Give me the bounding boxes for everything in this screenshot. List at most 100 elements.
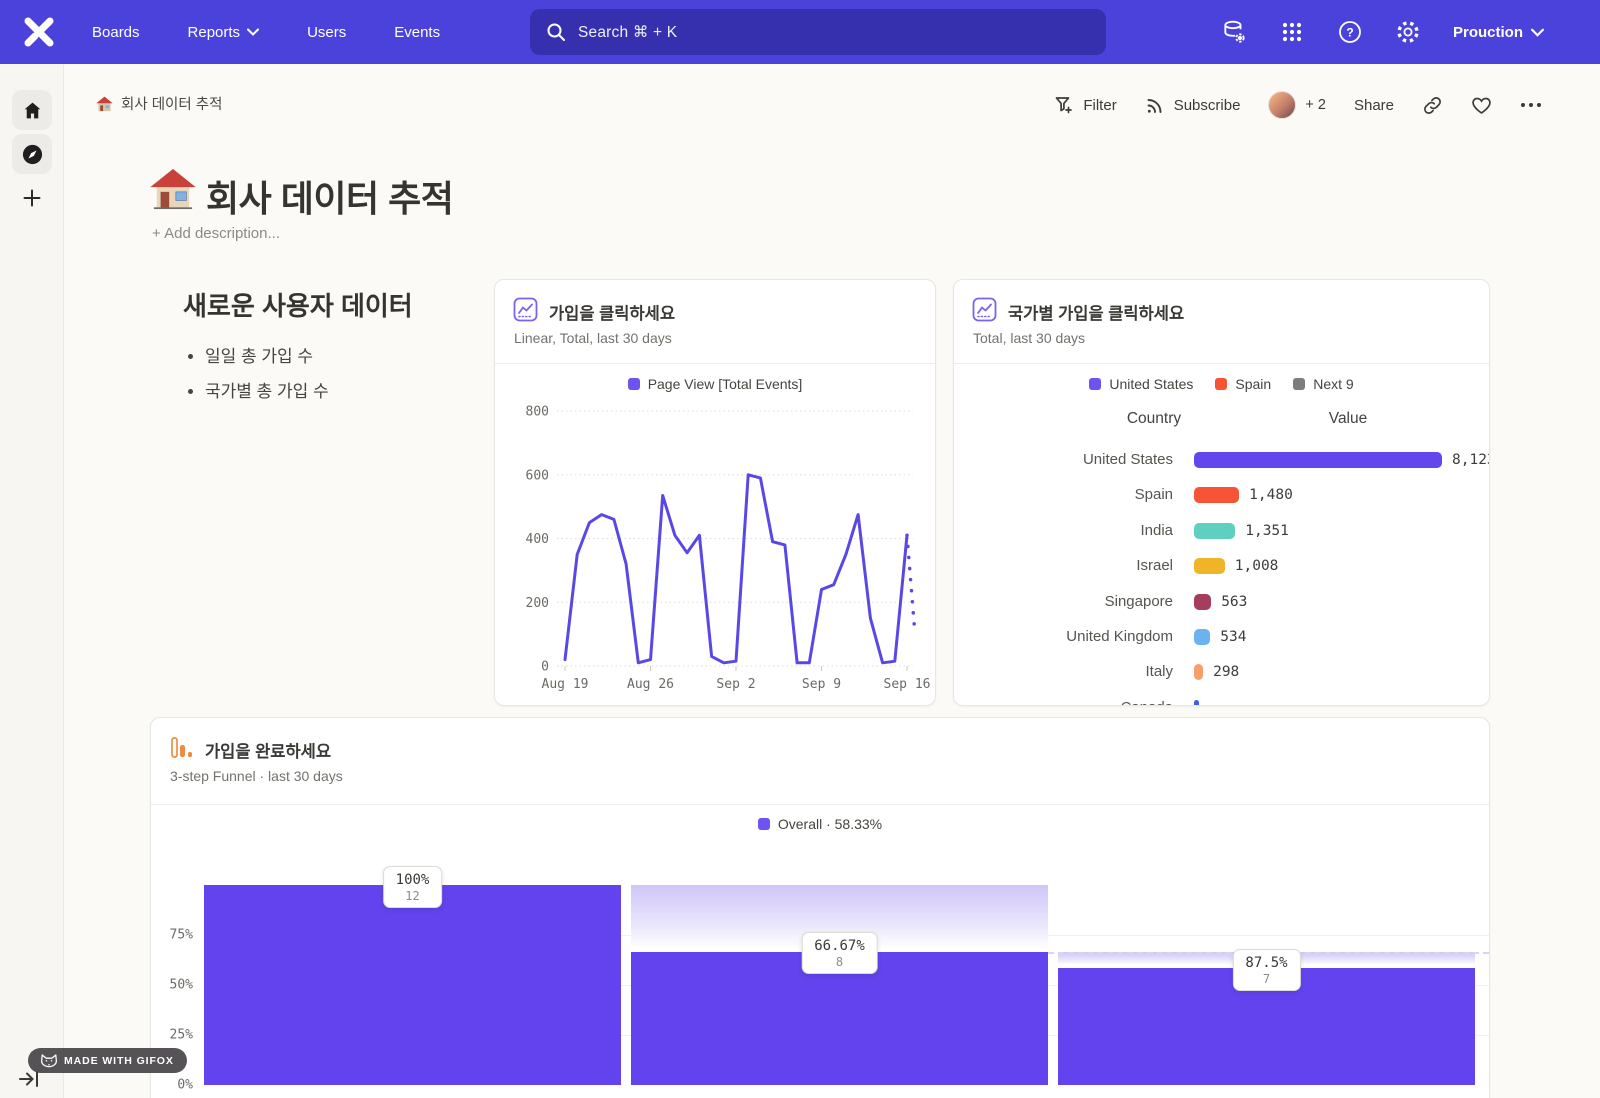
country-bar [1194,593,1212,610]
subscribe-button[interactable]: Subscribe [1145,95,1240,115]
search-placeholder: Search ⌘ + K [578,23,678,41]
breadcrumb[interactable]: 회사 데이터 추적 [96,93,222,114]
apps-grid-icon[interactable] [1279,19,1305,45]
settings-gear-icon[interactable] [1395,19,1421,45]
report-title[interactable]: 가입을 완료하세요 [205,743,332,761]
nav-item-users[interactable]: Users [307,23,347,41]
report-title[interactable]: 가입을 클릭하세요 [549,305,676,323]
legend-item[interactable]: Next 9 [1293,376,1354,392]
legend-label: Spain [1235,376,1272,392]
report-subtitle: 3-step Funnel · last 30 days [170,768,343,784]
funnel-ytick: 75% [169,927,193,943]
country-label: Canada [954,697,1173,705]
column-header-value: Value [1328,410,1368,427]
funnel-conversion-pct: 66.67% [814,938,865,954]
filter-funnel-icon [1056,97,1073,114]
country-label: United States [1082,451,1173,468]
svg-text:Sep 2: Sep 2 [716,677,755,692]
ellipsis-icon [1521,103,1541,107]
legend-label: Next 9 [1313,376,1354,392]
legend-item[interactable]: Page View [Total Events] [627,376,803,392]
country-bar [1194,558,1225,575]
table-row: United States 8,123 [954,449,1489,471]
country-value: 1,008 [1234,558,1279,575]
country-bar [1194,522,1236,539]
plus-icon [23,189,41,207]
heart-icon [1472,97,1491,114]
avatar[interactable] [1268,91,1297,119]
nav-item-boards[interactable]: Boards [92,23,140,41]
report-subtitle: Total, last 30 days [973,330,1086,346]
svg-text:?: ? [1346,26,1353,40]
help-icon[interactable]: ? [1337,19,1363,45]
country-label: Spain [1134,486,1173,504]
line-chart-legend: Page View [Total Events] [495,376,935,392]
legend-item[interactable]: Overall · 58.33% [757,816,882,832]
svg-text:Aug 26: Aug 26 [627,677,674,692]
country-bar [1194,699,1199,705]
favorite-button[interactable] [1471,95,1492,116]
funnel-count: 8 [835,955,844,969]
sidebar-explore-button[interactable] [12,134,52,174]
filter-button[interactable]: Filter [1054,95,1117,115]
text-card-heading: 새로운 사용자 데이터 [183,291,413,321]
legend-swatch [1089,378,1102,390]
country-bar [1194,629,1211,645]
copy-link-button[interactable] [1422,95,1443,116]
legend-label: Page View [Total Events] [647,376,803,392]
country-bar [1194,452,1442,468]
search-input[interactable]: Search ⌘ + K [530,9,1106,55]
funnel-label-box: 66.67% 8 [801,932,878,974]
legend-item[interactable]: Spain [1215,376,1271,392]
nav-menu: Boards Reports Users Events [92,0,440,64]
divider [954,363,1489,364]
fox-icon [41,1053,57,1067]
link-icon [1424,96,1441,114]
divider [495,363,935,364]
collaborators-more: + 2 [1305,97,1326,113]
country-value: 8,123 [1452,452,1489,468]
country-label: United Kingdom [1066,628,1173,645]
share-button[interactable]: Share [1353,96,1394,114]
collapse-sidebar-icon[interactable] [18,1068,40,1090]
nav-item-events[interactable]: Events [394,23,441,41]
bullet-item: 일일 총 가입 수 [205,342,329,367]
country-label: India [1140,521,1173,539]
funnel-count: 7 [1262,972,1271,986]
text-card-bullets: 일일 총 가입 수 국가별 총 가입 수 [205,342,329,412]
add-description-button[interactable]: + Add description... [152,225,280,242]
legend-swatch [1215,378,1228,390]
funnel-ytick: 50% [169,977,193,993]
sidebar-add-button[interactable] [12,178,52,218]
breadcrumb-title: 회사 데이터 추적 [121,97,223,113]
line-chart-icon [972,297,997,322]
legend-item[interactable]: United States [1089,376,1193,392]
report-card-line-chart: 가입을 클릭하세요 Linear, Total, last 30 days Pa… [494,279,936,706]
country-value: 563 [1221,593,1248,610]
legend-label: United States [1109,376,1194,392]
collaborators[interactable]: + 2 [1268,91,1326,119]
house-emoji [150,168,196,210]
funnel-count: 12 [405,889,420,903]
page-title: 회사 데이터 추적 [206,178,454,219]
sidebar-home-button[interactable] [12,90,52,130]
funnel-ytick: 25% [169,1027,193,1043]
bullet-item: 국가별 총 가입 수 [205,377,329,402]
mixpanel-logo-icon[interactable] [20,13,58,51]
country-chart-legend: United States Spain Next 9 [954,376,1489,392]
table-row: Canada [954,697,1489,705]
data-management-icon[interactable] [1221,19,1247,45]
funnel-legend: Overall · 58.33% [151,816,1489,832]
chevron-down-icon [1531,28,1544,37]
environment-selector[interactable]: Prouction [1453,24,1544,41]
nav-item-reports[interactable]: Reports [188,24,260,41]
table-row: Israel 1,008 [954,555,1489,577]
country-bar [1194,487,1240,504]
badge-label: MADE WITH GIFOX [64,1054,174,1067]
funnel-label-box: 87.5% 7 [1232,949,1301,991]
more-options-button[interactable] [1520,102,1542,108]
top-nav: Boards Reports Users Events Search ⌘ + K [0,0,1600,64]
report-title[interactable]: 국가별 가입을 클릭하세요 [1008,305,1185,323]
country-label: Singapore [1104,592,1173,610]
